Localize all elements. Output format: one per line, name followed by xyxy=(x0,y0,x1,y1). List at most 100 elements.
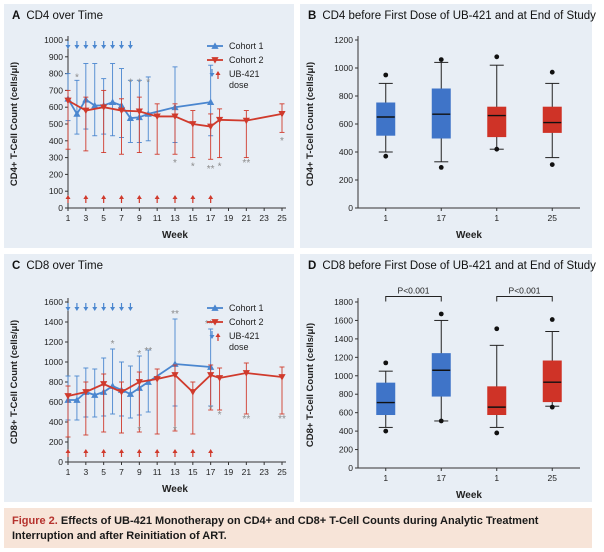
cohort1-dose-arrow xyxy=(92,41,98,49)
cohort1-dose-arrow xyxy=(127,41,133,49)
x-tick-label: 13 xyxy=(170,213,180,223)
significance-marker: * xyxy=(75,72,79,83)
y-tick-label: 100 xyxy=(49,186,63,196)
cohort1-dose-arrow xyxy=(110,41,116,49)
x-tick-label: 21 xyxy=(242,213,252,223)
cohort2-dose-arrow xyxy=(101,195,107,203)
x-tick-label: 7 xyxy=(119,467,124,477)
x-axis-title: Week xyxy=(162,484,188,495)
x-tick-label: 11 xyxy=(153,213,162,223)
series-2 xyxy=(64,89,286,160)
data-point-cohort2 xyxy=(207,123,215,131)
x-tick-label: 5 xyxy=(101,467,106,477)
y-tick-label: 1400 xyxy=(44,317,63,327)
data-point-cohort2 xyxy=(135,108,143,115)
data-point-cohort1 xyxy=(73,110,81,117)
x-tick-label: 13 xyxy=(170,467,180,477)
cohort1-dose-arrow xyxy=(101,303,107,311)
box-outlier xyxy=(383,72,389,78)
legend-cohort2-label: Cohort 2 xyxy=(229,317,264,327)
data-point-cohort1 xyxy=(207,98,215,106)
data-point-cohort1 xyxy=(126,390,135,397)
y-axis-title: CD4+ T-Cell Count (cells/μl) xyxy=(9,62,20,186)
panel-a: A CD4 over Time 0 100 200 300 400 500 600 700 800… xyxy=(4,4,294,248)
panel-b-letter: B xyxy=(308,10,317,22)
significance-marker: ** xyxy=(278,414,286,425)
cohort2-dose-arrow-head xyxy=(172,195,178,199)
data-point-cohort2 xyxy=(215,116,224,124)
significance-marker: * xyxy=(209,404,213,415)
panel-a-title: A CD4 over Time xyxy=(12,10,103,22)
cohort1-dose-arrow xyxy=(65,303,71,311)
cohort2-dose-arrow-head xyxy=(65,449,71,453)
cohort2-dose-arrow-head xyxy=(208,449,214,453)
series-line xyxy=(67,372,283,397)
cd4-box-chart: 0 200 400 600 800 1000 1200 1 17 1 25 Week CD4+ T-Ce… xyxy=(305,35,580,241)
data-point-cohort2 xyxy=(189,389,197,396)
data-point-cohort2 xyxy=(82,107,90,115)
cohort2-dose-arrow xyxy=(190,449,196,457)
cohort2-dose-arrow-head xyxy=(136,449,142,453)
x-tick-label: 9 xyxy=(137,467,142,477)
panel-c: C CD8 over Time 0 200 400 600 800 1000 1200 1400… xyxy=(4,254,294,502)
cohort2-dose-arrow-head xyxy=(83,195,89,199)
data-point-cohort2 xyxy=(242,370,250,377)
box-outlier xyxy=(549,69,555,75)
cohort2-dose-arrow xyxy=(65,449,71,457)
y-tick-label: 1000 xyxy=(44,357,63,367)
y-tick-label: 1000 xyxy=(44,35,63,45)
y-tick-label: 600 xyxy=(49,102,63,112)
y-tick-label: 900 xyxy=(49,52,63,62)
cohort1-dose-arrow-head xyxy=(101,307,107,311)
cohort2-dose-arrow xyxy=(190,195,196,203)
y-tick-label: 800 xyxy=(339,91,353,101)
x-tick-label: 3 xyxy=(83,467,88,477)
x-tick-label: 3 xyxy=(83,213,88,223)
box-outlier xyxy=(549,317,555,322)
data-point-cohort2 xyxy=(215,375,224,382)
significance-marker: * xyxy=(111,339,115,350)
cohort2-dose-arrow-head xyxy=(119,195,124,199)
legend-cohort1-marker xyxy=(211,304,219,311)
x-tick-label: 25 xyxy=(548,213,558,223)
cohort2-dose-arrow-head xyxy=(154,449,160,453)
significance-marker: * xyxy=(137,77,141,88)
y-tick-label: 1800 xyxy=(334,297,353,307)
y-tick-label: 1400 xyxy=(334,334,353,344)
caption-body: Effects of UB-421 Monotherapy on CD4+ an… xyxy=(12,515,539,542)
significance-marker: * xyxy=(218,410,222,421)
significance-marker: * xyxy=(137,425,141,436)
x-tick-label: 21 xyxy=(242,467,252,477)
legend-cohort2-label: Cohort 2 xyxy=(229,55,264,65)
x-tick-label: 5 xyxy=(101,213,106,223)
cohort1-dose-arrow-head xyxy=(65,307,71,311)
box-outlier xyxy=(494,326,500,332)
y-tick-label: 600 xyxy=(49,397,63,407)
cohort1-dose-arrow xyxy=(119,303,124,311)
panel-c-title: C CD8 over Time xyxy=(12,260,103,272)
significance-marker: *** xyxy=(205,319,217,330)
cohort2-dose-arrow xyxy=(119,195,124,203)
significance-marker: * xyxy=(128,77,132,88)
data-point-cohort2 xyxy=(242,117,250,125)
y-axis-title: CD4+ T-Cell Count (cells/μl) xyxy=(305,62,316,186)
y-tick-label: 800 xyxy=(339,389,353,399)
box-iqr xyxy=(431,353,451,397)
cohort1-dose-arrow xyxy=(101,41,107,49)
y-tick-label: 1600 xyxy=(334,315,353,325)
data-point-cohort2 xyxy=(153,376,161,383)
legend-dose-label-line2: dose xyxy=(229,342,249,352)
comparison-p-value: P<0.001 xyxy=(398,285,430,295)
cohort1-dose-arrow xyxy=(119,41,124,49)
x-tick-label: 17 xyxy=(206,467,216,477)
box-plot xyxy=(542,317,562,410)
cohort2-dose-arrow xyxy=(208,449,214,457)
x-tick-label: 19 xyxy=(224,213,234,223)
cohort2-dose-arrow xyxy=(154,449,160,457)
cohort2-dose-arrow-head xyxy=(190,195,196,199)
data-point-cohort1 xyxy=(91,391,99,398)
box-outlier xyxy=(438,165,444,170)
box-outlier xyxy=(494,430,500,436)
